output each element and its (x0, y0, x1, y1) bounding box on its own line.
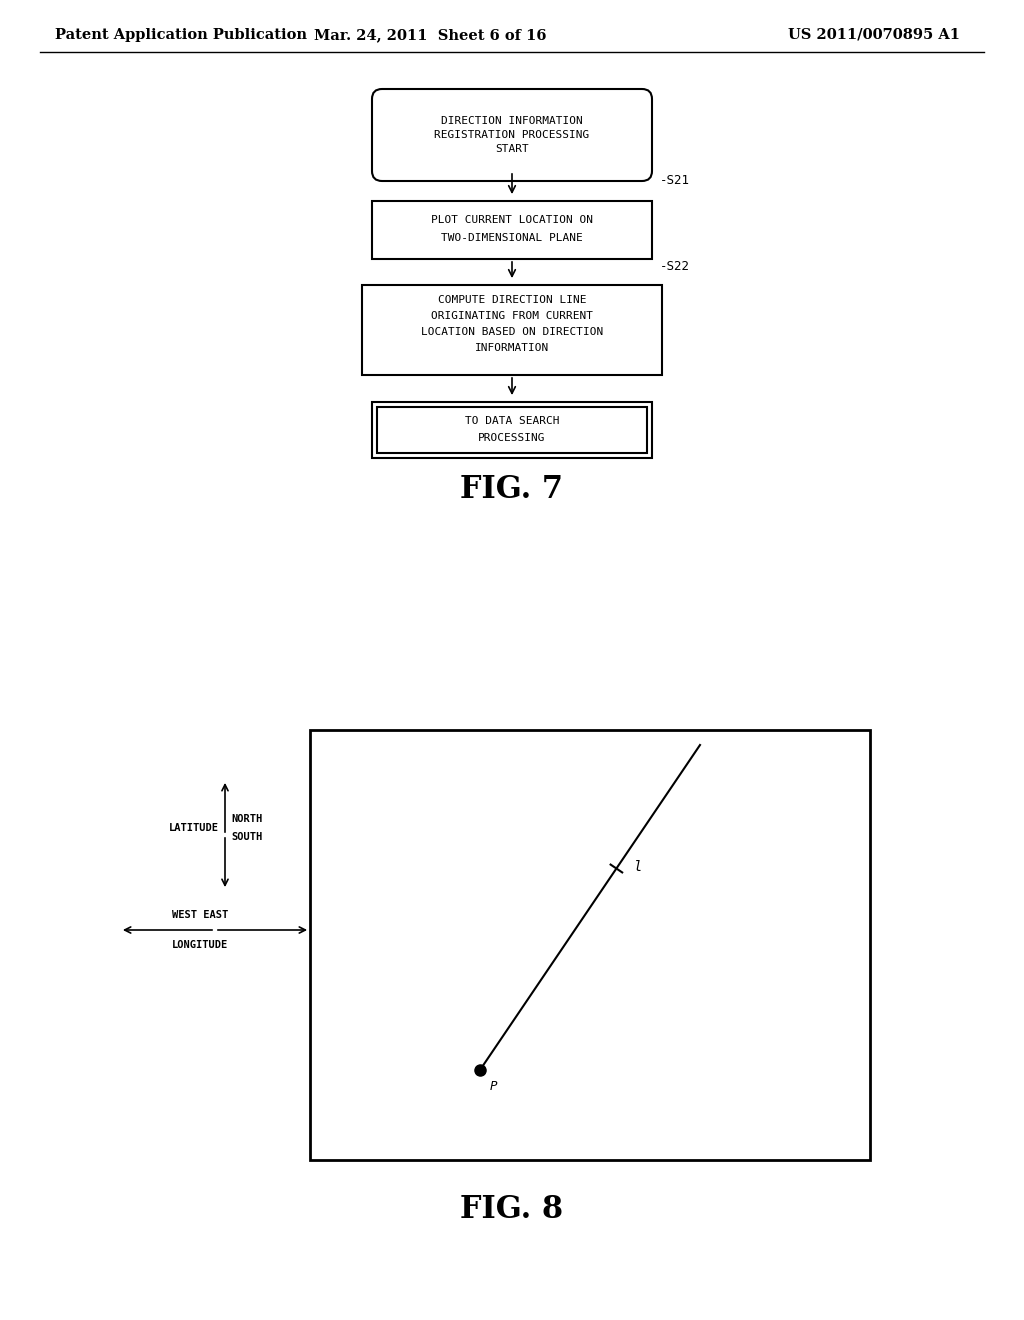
Bar (310, 730, 870, 1160)
Text: LOCATION BASED ON DIRECTION: LOCATION BASED ON DIRECTION (421, 327, 603, 337)
Text: ORIGINATING FROM CURRENT: ORIGINATING FROM CURRENT (431, 312, 593, 321)
Text: FIG. 7: FIG. 7 (461, 474, 563, 506)
Text: REGISTRATION PROCESSING: REGISTRATION PROCESSING (434, 129, 590, 140)
Text: SOUTH: SOUTH (231, 832, 262, 842)
Text: US 2011/0070895 A1: US 2011/0070895 A1 (788, 28, 961, 42)
Bar (372, 201, 652, 259)
Text: Patent Application Publication: Patent Application Publication (55, 28, 307, 42)
Text: COMPUTE DIRECTION LINE: COMPUTE DIRECTION LINE (437, 294, 587, 305)
Text: -S22: -S22 (660, 260, 690, 272)
Text: FIG. 8: FIG. 8 (461, 1195, 563, 1225)
Text: NORTH: NORTH (231, 814, 262, 824)
Text: l: l (634, 861, 643, 874)
Text: TWO-DIMENSIONAL PLANE: TWO-DIMENSIONAL PLANE (441, 234, 583, 243)
Text: P: P (490, 1080, 498, 1093)
FancyBboxPatch shape (372, 88, 652, 181)
Text: PROCESSING: PROCESSING (478, 433, 546, 444)
Bar (377, 407, 647, 453)
Text: LATITUDE: LATITUDE (169, 822, 219, 833)
Text: DIRECTION INFORMATION: DIRECTION INFORMATION (441, 116, 583, 125)
Text: -S21: -S21 (660, 173, 690, 186)
Text: PLOT CURRENT LOCATION ON: PLOT CURRENT LOCATION ON (431, 215, 593, 224)
Text: WEST EAST: WEST EAST (172, 909, 228, 920)
Text: START: START (496, 144, 528, 154)
Text: TO DATA SEARCH: TO DATA SEARCH (465, 416, 559, 426)
Bar (362, 285, 662, 375)
Text: LONGITUDE: LONGITUDE (172, 940, 228, 950)
Text: INFORMATION: INFORMATION (475, 343, 549, 352)
Text: Mar. 24, 2011  Sheet 6 of 16: Mar. 24, 2011 Sheet 6 of 16 (313, 28, 546, 42)
Bar (372, 403, 652, 458)
